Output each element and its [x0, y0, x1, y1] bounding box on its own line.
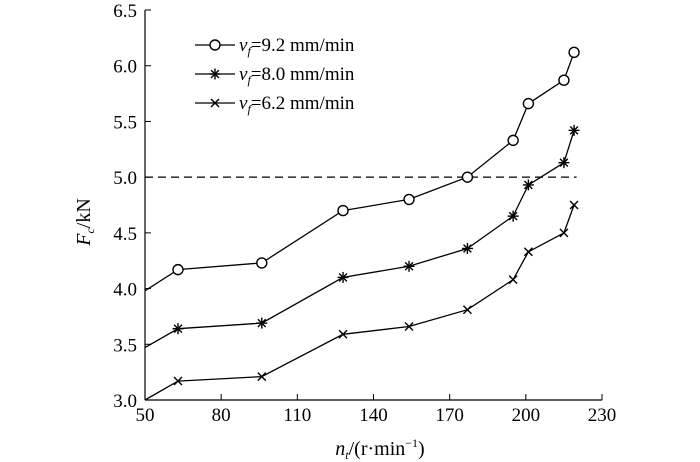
- asterisk-marker: [507, 210, 519, 222]
- x-marker-stroke: [338, 329, 348, 339]
- circle-marker: [568, 46, 580, 59]
- asterisk-marker-stroke: [338, 273, 348, 282]
- legend-label-rest: =6.2 mm/min: [251, 93, 355, 114]
- asterisk-marker: [403, 260, 415, 272]
- y-tick-label: 6.5: [113, 1, 137, 22]
- legend-label-sub: f: [247, 44, 252, 58]
- y-tick-label: 3.0: [113, 391, 137, 412]
- x-marker-stroke: [173, 376, 183, 386]
- asterisk-marker-stroke: [463, 244, 472, 253]
- x-tick-label: 170: [435, 405, 464, 426]
- x-marker: [338, 329, 348, 339]
- asterisk-marker-stroke: [257, 318, 267, 328]
- circle-marker: [558, 74, 570, 86]
- x-marker: [523, 247, 533, 257]
- legend-label-sub: f: [247, 73, 252, 87]
- asterisk-marker-stroke: [173, 324, 183, 334]
- asterisk-marker: [522, 179, 534, 191]
- legend-label-sub: f: [247, 102, 252, 116]
- series-line: [144, 130, 575, 349]
- circle-marker: [403, 193, 415, 206]
- series-asterisk: [144, 124, 580, 349]
- x-tick-label: 80: [212, 405, 231, 426]
- circle-marker: [522, 97, 535, 110]
- x-marker-stroke: [559, 228, 569, 238]
- asterisk-marker: [461, 242, 473, 254]
- x-marker-stroke: [404, 321, 414, 331]
- legend-entry: vf=6.2 mm/min: [195, 93, 355, 116]
- legend-entry: vf=9.2 mm/min: [195, 35, 355, 58]
- x-marker: [569, 200, 579, 210]
- x-axis-title: nt/(r·min−1): [335, 436, 424, 462]
- asterisk-marker: [209, 68, 221, 80]
- axes: 50 80 110 140 170 200 230 3.0 3.5 4.0 4.5 5.0 5.5 6.0…: [113, 1, 616, 426]
- x-tick-label: 50: [136, 405, 155, 426]
- circle-marker: [256, 257, 268, 269]
- circle-marker: [209, 39, 221, 51]
- y-tick-label: 5.5: [113, 112, 137, 133]
- x-marker: [559, 228, 569, 238]
- legend-label-main: v: [239, 35, 248, 56]
- y-tick-label: 3.5: [113, 335, 137, 356]
- circle-marker: [172, 263, 184, 276]
- x-tick-label: 110: [283, 405, 311, 426]
- x-marker-stroke: [462, 305, 472, 315]
- asterisk-marker-stroke: [404, 261, 414, 271]
- legend-label-rest: =8.0 mm/min: [251, 64, 355, 85]
- legend-entry: vf=8.0 mm/min: [195, 64, 355, 87]
- legend-label-main: v: [239, 64, 248, 85]
- y-axis-title: Fc/kN: [73, 198, 97, 247]
- series-x: [144, 200, 579, 401]
- legend-label-main: v: [239, 93, 248, 114]
- legend-label: vf=9.2 mm/min: [239, 35, 355, 58]
- circle-marker: [461, 171, 474, 183]
- asterisk-marker-stroke: [559, 158, 569, 168]
- x-marker: [508, 275, 518, 285]
- y-tick-label: 5.0: [113, 168, 137, 189]
- y-tick-label: 6.0: [113, 57, 137, 78]
- x-marker-stroke: [508, 275, 518, 285]
- legend-label-rest: =9.2 mm/min: [251, 35, 355, 56]
- x-marker: [210, 98, 220, 108]
- x-marker: [404, 321, 414, 331]
- asterisk-marker-stroke: [523, 180, 533, 190]
- x-marker-stroke: [257, 372, 267, 382]
- x-tick-label: 140: [359, 405, 388, 426]
- series-layer: [144, 46, 580, 401]
- series-line: [144, 204, 575, 401]
- x-marker: [462, 305, 472, 315]
- x-marker: [257, 372, 267, 382]
- asterisk-marker: [558, 157, 570, 169]
- asterisk-marker: [256, 317, 268, 329]
- y-tick-label: 4.0: [113, 280, 137, 301]
- series-line: [144, 52, 575, 292]
- series-circle: [144, 46, 580, 292]
- y-tick-label: 4.5: [113, 224, 137, 245]
- asterisk-marker: [337, 271, 349, 283]
- asterisk-marker-stroke: [210, 69, 220, 79]
- x-marker-stroke: [210, 98, 220, 108]
- x-marker-stroke: [523, 247, 533, 257]
- x-marker: [173, 376, 183, 386]
- asterisk-marker-stroke: [569, 125, 579, 135]
- x-tick-label: 200: [512, 405, 541, 426]
- asterisk-marker: [568, 124, 580, 136]
- asterisk-marker: [172, 323, 184, 335]
- circle-marker: [337, 204, 349, 217]
- x-marker-stroke: [569, 200, 579, 210]
- x-tick-label: 230: [588, 405, 617, 426]
- circle-marker: [507, 134, 519, 147]
- asterisk-marker-stroke: [508, 211, 518, 221]
- legend-label: vf=8.0 mm/min: [239, 64, 355, 87]
- legend-label: vf=6.2 mm/min: [239, 93, 355, 116]
